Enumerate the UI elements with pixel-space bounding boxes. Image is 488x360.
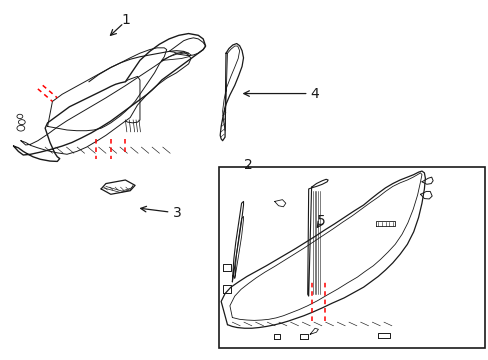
Text: 5: 5 [316,214,325,228]
Text: 4: 4 [310,86,319,100]
Text: 2: 2 [244,158,252,172]
Text: 3: 3 [172,206,181,220]
Text: 1: 1 [121,13,129,27]
Bar [219,167,484,348]
